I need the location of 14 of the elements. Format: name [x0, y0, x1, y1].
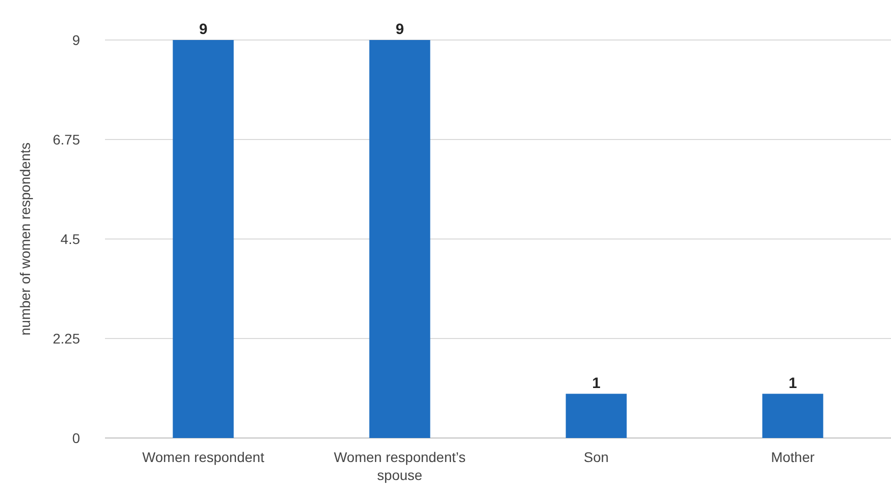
data-label: 9 [396, 21, 404, 38]
data-label: 9 [199, 21, 208, 38]
y-axis-title: number of women respondents [17, 142, 33, 336]
y-tick-label: 6.75 [52, 132, 80, 148]
y-tick-label: 4.5 [60, 231, 80, 247]
x-tick-label: Women respondent’s spouse [334, 449, 466, 483]
x-tick-label: Women respondent [142, 449, 264, 465]
y-tick-label: 0 [72, 430, 80, 446]
data-label: 1 [788, 374, 797, 392]
y-tick-label: 2.25 [52, 330, 80, 346]
x-tick-label: Son [584, 449, 609, 465]
y-tick-label: 9 [72, 32, 80, 48]
data-label: 1 [592, 374, 600, 392]
x-tick-label: Mother [770, 449, 815, 465]
